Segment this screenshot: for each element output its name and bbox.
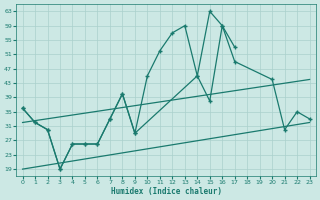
X-axis label: Humidex (Indice chaleur): Humidex (Indice chaleur) — [111, 187, 221, 196]
